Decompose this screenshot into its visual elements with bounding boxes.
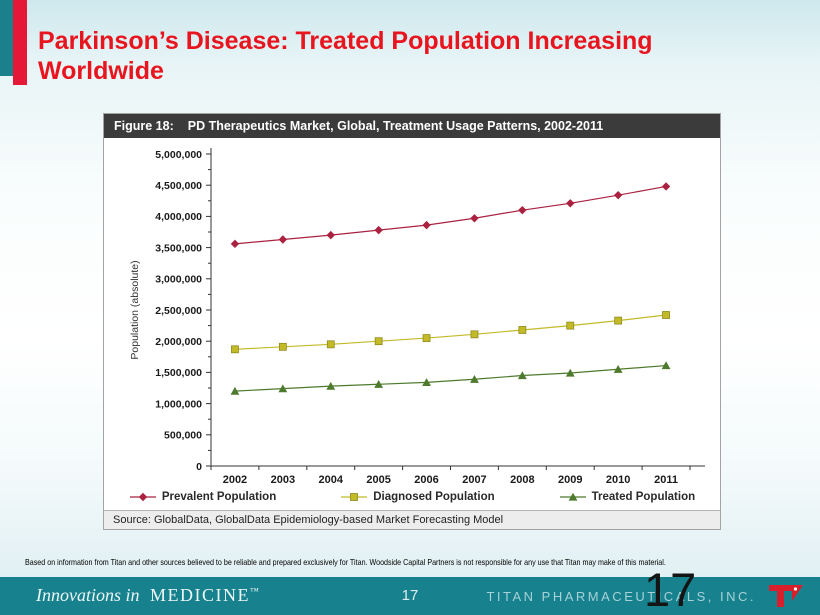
- svg-text:3,500,000: 3,500,000: [155, 242, 202, 254]
- disclaimer-text: Based on information from Titan and othe…: [25, 557, 666, 567]
- slide-title: Parkinson’s Disease: Treated Population …: [38, 27, 653, 85]
- footer-tagline-italic: Innovations in: [36, 585, 140, 605]
- legend-item-prevalent: Prevalent Population: [129, 491, 276, 503]
- svg-text:1,500,000: 1,500,000: [155, 367, 202, 379]
- legend-item-treated: Treated Population: [559, 491, 696, 503]
- figure-panel: Figure 18: PD Therapeutics Market, Globa…: [103, 113, 721, 530]
- left-accent-teal-bar: [0, 0, 13, 76]
- legend-label: Treated Population: [591, 491, 696, 503]
- footer-tagline-caps: MEDICINE: [150, 585, 250, 605]
- svg-text:2,000,000: 2,000,000: [155, 336, 202, 348]
- population-line-chart: 0 500,000 1,000,000 1,500,000 2,000,000 2,500…: [129, 148, 705, 486]
- legend-label: Prevalent Population: [161, 491, 277, 503]
- company-name: TITAN PHARMACEUTICALS, INC.: [486, 589, 756, 604]
- left-accent-red-bar: [13, 0, 27, 85]
- page-number-large: 17: [644, 563, 697, 615]
- legend-marker-square-icon: [341, 493, 368, 501]
- svg-text:4,000,000: 4,000,000: [155, 211, 202, 223]
- svg-text:0: 0: [196, 461, 202, 473]
- svg-text:4,500,000: 4,500,000: [155, 180, 202, 192]
- svg-text:2006: 2006: [414, 474, 438, 486]
- svg-text:2003: 2003: [271, 474, 295, 486]
- svg-text:3,000,000: 3,000,000: [155, 274, 202, 286]
- svg-text:1,000,000: 1,000,000: [155, 398, 202, 410]
- svg-text:2,500,000: 2,500,000: [155, 305, 202, 317]
- titan-logo-icon: [769, 585, 803, 607]
- svg-text:2010: 2010: [606, 474, 630, 486]
- svg-text:2009: 2009: [558, 474, 582, 486]
- legend-label: Diagnosed Population: [373, 491, 495, 503]
- figure-source: Source: GlobalData, GlobalData Epidemiol…: [104, 510, 720, 529]
- svg-text:2008: 2008: [510, 474, 534, 486]
- svg-text:2011: 2011: [654, 474, 678, 486]
- page-number: 17: [401, 587, 419, 604]
- figure-title: PD Therapeutics Market, Global, Treatmen…: [187, 119, 604, 133]
- legend-item-diagnosed: Diagnosed Population: [340, 491, 495, 503]
- svg-text:500,000: 500,000: [164, 430, 202, 442]
- figure-number-label: Figure 18:: [114, 119, 174, 133]
- svg-text:2002: 2002: [223, 474, 247, 486]
- legend-marker-triangle-icon: [559, 492, 586, 501]
- figure-header: Figure 18: PD Therapeutics Market, Globa…: [104, 114, 720, 138]
- trademark-symbol: ™: [250, 586, 259, 596]
- footer-bar: Innovations in MEDICINE™ 17 TITAN PHARMA…: [0, 577, 820, 615]
- svg-text:5,000,000: 5,000,000: [155, 149, 202, 161]
- figure-body: 0 500,000 1,000,000 1,500,000 2,000,000 2,500…: [104, 138, 720, 510]
- footer-tagline: Innovations in MEDICINE™: [36, 585, 259, 606]
- svg-text:Population (absolute): Population (absolute): [129, 260, 141, 359]
- svg-text:2007: 2007: [462, 474, 486, 486]
- svg-text:2004: 2004: [319, 474, 344, 486]
- legend-marker-diamond-icon: [129, 492, 156, 502]
- svg-text:2005: 2005: [366, 474, 390, 486]
- chart-legend: Prevalent Population Diagnosed Populatio…: [104, 490, 720, 510]
